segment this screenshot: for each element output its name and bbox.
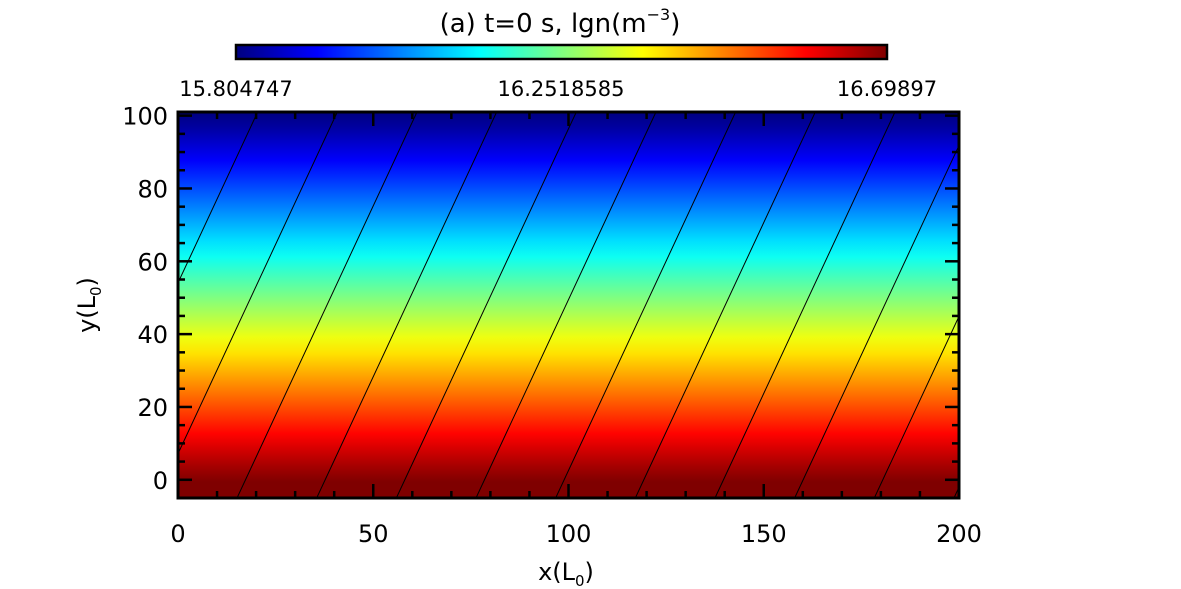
colorbar-mid-label: 16.2518585: [498, 77, 625, 101]
y-axis-label-main: y(L: [73, 295, 101, 333]
x-tick-label: 100: [546, 520, 592, 548]
field-line: [953, 486, 959, 498]
chart-title: (a) t=0 s, lgn(m−3): [440, 5, 681, 39]
colorbar-max-label: 16.69897: [837, 77, 937, 101]
field-line: [714, 112, 896, 498]
field-line: [873, 315, 959, 498]
plot-frame: [176, 110, 961, 500]
y-tick-label: 20: [137, 394, 168, 422]
x-axis-label-main: x(L: [538, 558, 576, 586]
field-line: [1034, 112, 1181, 498]
colorbar-min-label: 15.804747: [179, 77, 293, 101]
field-line: [794, 144, 959, 498]
y-axis-label: y(L0): [73, 277, 105, 333]
field-line: [475, 112, 657, 498]
y-axis-label-end: ): [73, 277, 101, 286]
x-axis-label-sub: 0: [575, 572, 585, 589]
field-lines: [178, 112, 1181, 498]
field-line: [634, 112, 816, 498]
field-line: [555, 112, 737, 498]
y-axis-label-sub: 0: [87, 286, 105, 296]
field-line: [178, 112, 259, 285]
field-line: [236, 112, 418, 498]
density-field: [178, 112, 959, 498]
y-tick-labels: 0 20 40 60 80 100: [122, 103, 168, 495]
title-main: (a) t=0 s, lgn(m: [440, 9, 647, 39]
y-tick-label: 80: [137, 175, 168, 203]
x-tick-label: 50: [358, 520, 389, 548]
x-axis-label: x(L0): [538, 558, 594, 589]
y-tick-label: 60: [137, 248, 168, 276]
x-axis-label-end: ): [585, 558, 594, 586]
x-tick-label: 150: [741, 520, 787, 548]
y-tick-label: 0: [153, 467, 168, 495]
field-line: [178, 112, 338, 455]
y-tick-label: 40: [137, 321, 168, 349]
x-tick-label: 0: [170, 520, 185, 548]
title-exponent: −3: [647, 5, 671, 24]
title-end: ): [670, 9, 680, 39]
field-line: [395, 112, 577, 498]
field-line: [316, 112, 498, 498]
x-tick-label: 200: [936, 520, 982, 548]
x-tick-labels: 0 50 100 150 200: [170, 520, 982, 548]
colorbar: [234, 43, 889, 61]
y-tick-label: 100: [122, 103, 168, 131]
